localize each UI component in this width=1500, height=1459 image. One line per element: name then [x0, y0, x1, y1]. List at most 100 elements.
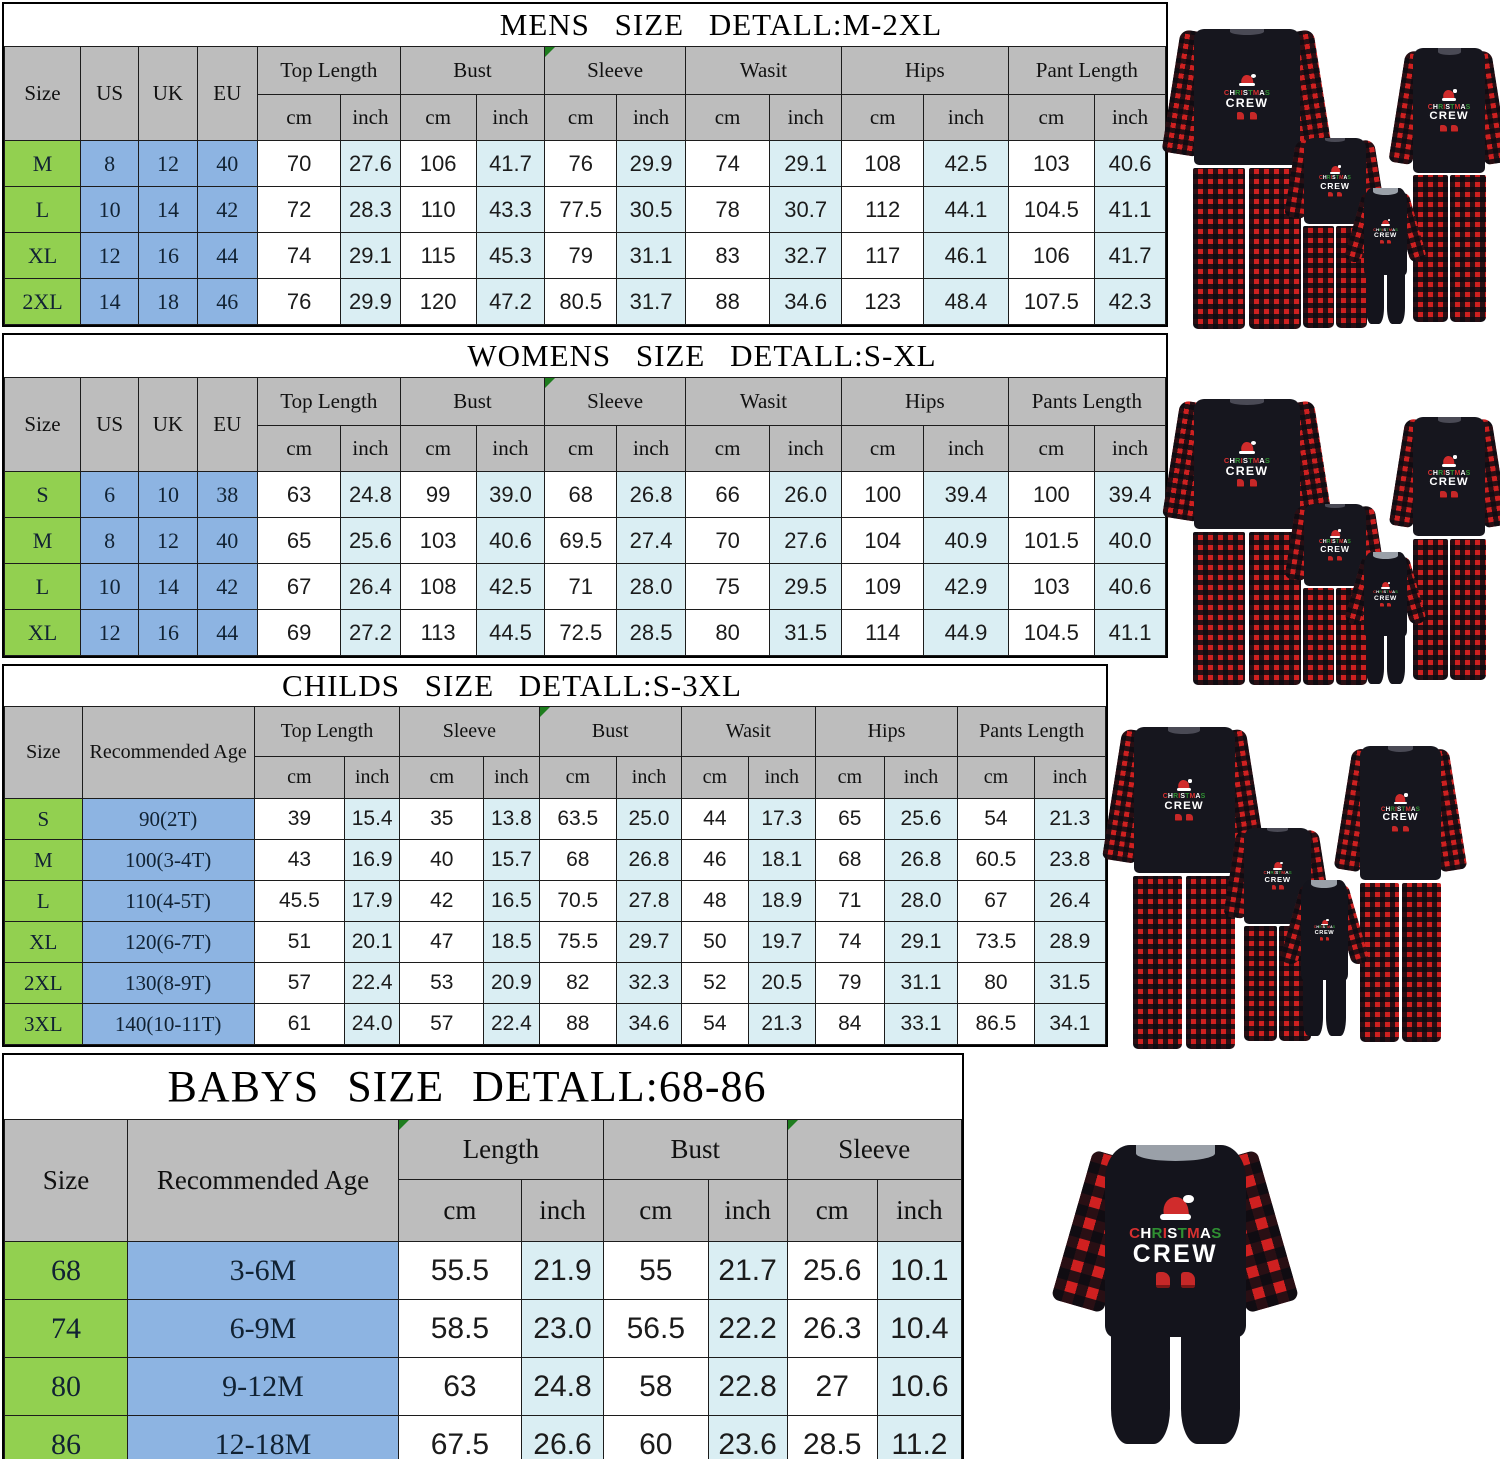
left-value-cell: 10	[79, 563, 140, 610]
cm-value-cell: 109	[841, 563, 925, 610]
left-value-cell: 130(8-9T)	[81, 962, 255, 1004]
inch-value-cell: 27.4	[616, 517, 686, 564]
elf-boots-icon	[1319, 191, 1351, 198]
inch-value-cell: 41.7	[1094, 232, 1166, 279]
cm-value-cell: 80.5	[544, 278, 618, 325]
left-value-cell: 12-18M	[127, 1415, 399, 1459]
column-header-size: Size	[4, 377, 81, 472]
inch-value-cell: 42.5	[475, 563, 546, 610]
graphic-text-christmas: CHRISTMAS	[1373, 589, 1398, 595]
left-value-cell: 10	[79, 186, 140, 233]
left-value-cell: 42	[196, 186, 258, 233]
inch-value-cell: 31.7	[616, 278, 686, 325]
cm-value-cell: 66	[684, 471, 771, 518]
christmas-crew-graphic: CHRISTMAS CREW	[1373, 581, 1398, 608]
graphic-text-crew: CREW	[1429, 476, 1469, 489]
graphic-text-christmas: CHRISTMAS	[1263, 870, 1292, 876]
unit-header-cm: cm	[399, 94, 477, 141]
left-value-cell: 18	[138, 278, 198, 325]
graphic-text-crew: CREW	[1264, 875, 1291, 885]
pajama-torso: CHRISTMAS CREW	[1193, 28, 1301, 165]
inch-value-cell: 21.9	[520, 1241, 605, 1300]
group-header-bust: Bust	[399, 377, 546, 426]
group-header-hips: Hips	[841, 377, 1009, 426]
cm-value-cell: 39	[253, 798, 346, 840]
size-cell: M	[4, 517, 81, 564]
babys-size-table: BABYS SIZE DETALL:68-86 Size Recommended A…	[2, 1053, 964, 1459]
cm-value-cell: 48	[680, 880, 749, 922]
group-header-length: Length	[397, 1119, 605, 1180]
size-cell: L	[4, 563, 81, 610]
group-header-wasit: Wasit	[680, 706, 816, 757]
unit-header-cm: cm	[841, 94, 925, 141]
inch-value-cell: 44.5	[475, 609, 546, 656]
unit-header-inch: inch	[1094, 425, 1166, 472]
group-header-pant-length: Pant Length	[1007, 46, 1167, 95]
elf-boots-icon	[1129, 1272, 1221, 1289]
santa-hat-icon	[1381, 581, 1391, 590]
womens-table-title: WOMENS SIZE DETALL:S-XL	[467, 338, 937, 373]
left-value-cell: 14	[138, 563, 198, 610]
inch-value-cell: 10.1	[876, 1241, 963, 1300]
cm-value-cell: 67.5	[397, 1415, 522, 1459]
cm-value-cell: 117	[841, 232, 925, 279]
size-cell: S	[4, 471, 81, 518]
unit-header-cm: cm	[680, 756, 749, 799]
graphic-text-crew: CREW	[1225, 96, 1269, 111]
cm-value-cell: 104	[841, 517, 925, 564]
unit-header-inch: inch	[475, 94, 546, 141]
graphic-text-christmas: CHRISTMAS	[1318, 538, 1351, 545]
santa-hat-icon	[1158, 1194, 1194, 1224]
inch-value-cell: 31.5	[1033, 962, 1107, 1004]
column-header-recommended-age: Recommended Age	[127, 1119, 399, 1242]
cm-value-cell: 46	[680, 839, 749, 881]
size-cell: 68	[3, 1241, 129, 1300]
inch-value-cell: 11.2	[876, 1415, 963, 1459]
santa-hat-icon	[1329, 529, 1342, 539]
left-value-cell: 6	[79, 471, 140, 518]
graphic-text-christmas: CHRISTMAS	[1380, 805, 1421, 813]
cm-value-cell: 103	[399, 517, 477, 564]
cm-value-cell: 115	[399, 232, 477, 279]
inch-value-cell: 27.6	[340, 140, 401, 187]
cm-value-cell: 27	[786, 1357, 878, 1416]
size-cell: XL	[4, 609, 81, 656]
inch-value-cell: 48.4	[923, 278, 1009, 325]
cm-value-cell: 65	[814, 798, 885, 840]
product-photo-family-3: CHRISTMAS CREW CHRISTMAS CREW CHRISTMAS	[1101, 690, 1498, 1062]
column-header-recommended-age: Recommended Age	[81, 706, 255, 799]
inch-value-cell: 40.6	[1094, 563, 1166, 610]
cm-value-cell: 70	[684, 517, 771, 564]
unit-header-cm: cm	[253, 756, 346, 799]
left-value-cell: 140(10-11T)	[81, 1003, 255, 1045]
cm-value-cell: 63	[397, 1357, 522, 1416]
cm-value-cell: 71	[814, 880, 885, 922]
left-value-cell: 40	[196, 140, 258, 187]
graphic-text-christmas: CHRISTMAS	[1318, 175, 1351, 182]
pajama-torso: CHRISTMAS CREW	[1412, 417, 1486, 536]
unit-header-inch: inch	[340, 94, 401, 141]
inch-value-cell: 29.9	[340, 278, 401, 325]
group-header-wasit: Wasit	[684, 377, 843, 426]
pant-leg	[1193, 167, 1246, 329]
cm-value-cell: 28.5	[786, 1415, 878, 1459]
unit-header-cm: cm	[814, 756, 885, 799]
inch-value-cell: 31.1	[616, 232, 686, 279]
cm-value-cell: 56.5	[603, 1299, 709, 1358]
column-header-size: Size	[3, 1119, 129, 1242]
santa-hat-icon	[1381, 219, 1391, 227]
unit-header-cm: cm	[256, 425, 342, 472]
christmas-crew-graphic: CHRISTMAS CREW	[1163, 778, 1206, 822]
left-value-cell: 100(3-4T)	[81, 839, 255, 881]
elf-boots-icon	[1314, 936, 1335, 941]
unit-header-cm: cm	[841, 425, 925, 472]
unit-header-cm: cm	[397, 1179, 522, 1242]
inch-value-cell: 42.5	[923, 140, 1009, 187]
inch-value-cell: 20.5	[747, 962, 816, 1004]
column-header-size: Size	[4, 46, 81, 141]
pajama-top: CHRISTMAS CREW	[1333, 745, 1468, 884]
baby-romper-figure: CHRISTMAS CREW	[1279, 879, 1370, 1036]
inch-value-cell: 30.7	[769, 186, 843, 233]
inch-value-cell: 25.6	[883, 798, 959, 840]
